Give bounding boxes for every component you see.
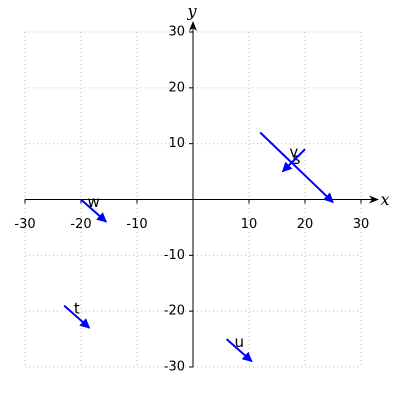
x-axis-title: x [380,190,389,209]
x-tick-label: 30 [353,217,370,232]
vector-label: v [289,143,298,161]
y-axis-title: y [186,2,197,21]
vector-label: w [87,193,99,211]
vector-label: u [234,333,244,351]
vector-arrow [80,198,107,223]
x-tick-label: 10 [241,217,258,232]
vector-arrow [281,148,306,173]
y-tick-label: -10 [164,248,185,263]
y-tick-label: 30 [168,25,185,40]
vectors: svwtu [63,131,334,363]
x-tick-label: -10 [126,217,147,232]
vector-arrow [259,131,334,204]
vector-arrow [63,304,91,329]
x-tick-label: -30 [14,217,35,232]
y-tick-label: 20 [168,80,185,95]
vector-arrow [225,338,253,363]
x-tick-label: -20 [70,217,91,232]
x-tick-label: 20 [297,217,314,232]
vector-label: t [74,299,80,317]
y-tick-label: -30 [164,360,185,375]
y-tick-label: -20 [164,304,185,319]
axes: -30 -20 -10 10 20 30 -30 -20 -10 10 20 30 x y [14,2,389,375]
y-tick-label: 10 [168,136,185,151]
